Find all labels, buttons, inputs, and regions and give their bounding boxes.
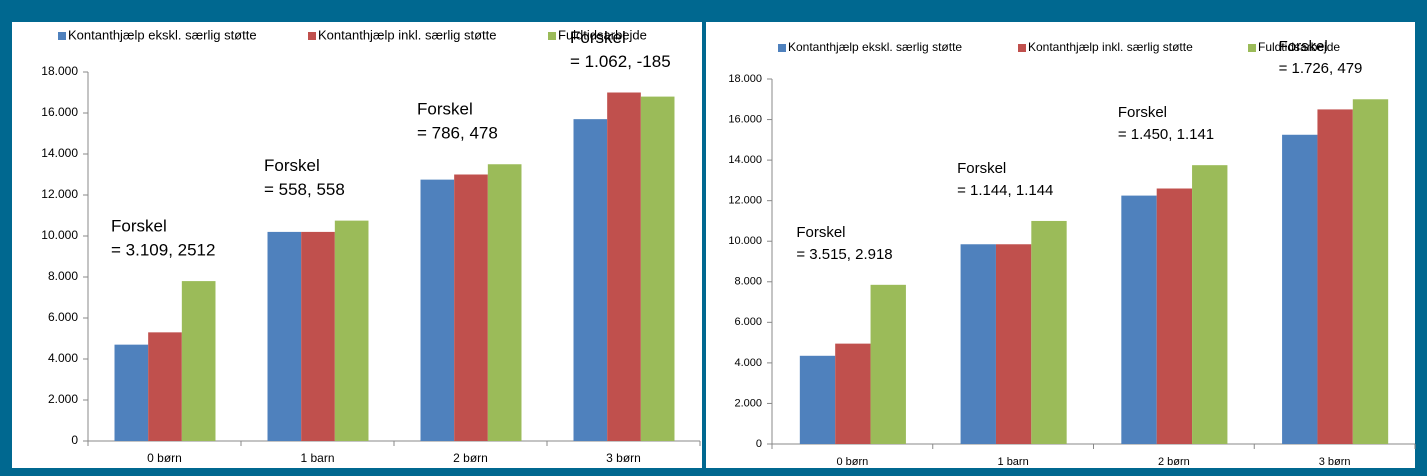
legend-swatch (1018, 44, 1026, 52)
annotation: = 1.144, 1.144 (957, 182, 1053, 199)
annotation: = 786, 478 (417, 124, 498, 143)
legend-label: Fuldtidsarbejde (558, 27, 647, 42)
bar (799, 355, 836, 444)
bar (454, 174, 488, 441)
annotation: = 3.515, 2.918 (796, 246, 892, 263)
y-tick-label: 12.000 (41, 187, 78, 201)
y-tick-label: 14.000 (728, 154, 762, 166)
y-tick-label: 16.000 (41, 105, 78, 119)
legend-swatch (778, 44, 786, 52)
bar (835, 343, 871, 444)
x-tick-label: 0 børn (836, 456, 868, 468)
annotation: Forskel (264, 156, 320, 175)
y-tick-label: 0 (71, 433, 78, 447)
legend-label: Kontanthjælp ekskl. særlig støtte (68, 27, 257, 42)
y-tick-label: 4.000 (48, 351, 78, 365)
legend-swatch (58, 32, 66, 40)
y-tick-label: 12.000 (728, 195, 762, 207)
annotation: Forskel (796, 224, 845, 241)
bar (1282, 134, 1318, 444)
legend-swatch (1248, 44, 1256, 52)
x-tick-label: 2 børn (1158, 456, 1190, 468)
x-tick-label: 1 barn (998, 456, 1029, 468)
bar (267, 231, 302, 441)
y-tick-label: 18.000 (728, 73, 762, 85)
bar (960, 244, 996, 444)
bar (1317, 109, 1353, 445)
y-tick-label: 10.000 (41, 228, 78, 242)
legend-swatch (308, 32, 316, 40)
bar (420, 179, 455, 441)
legend-label: Fuldtidsarbejde (1258, 40, 1340, 54)
x-tick-label: 3 børn (1319, 456, 1351, 468)
bar (1031, 220, 1067, 444)
x-tick-label: 2 børn (453, 451, 488, 465)
y-tick-label: 8.000 (48, 269, 78, 283)
annotation: Forskel (1118, 104, 1167, 121)
y-tick-label: 6.000 (734, 316, 762, 328)
annotation: = 558, 558 (264, 180, 345, 199)
annotation: Forskel (1279, 38, 1328, 55)
y-tick-label: 2.000 (48, 392, 78, 406)
legend-swatch (548, 32, 556, 40)
bar (607, 92, 641, 441)
bar (573, 119, 608, 442)
legend-label: Kontanthjælp inkl. særlig støtte (318, 27, 496, 42)
bar (1192, 165, 1228, 445)
bar (334, 220, 369, 441)
bar (1156, 188, 1193, 444)
annotation: Forskel (417, 100, 473, 119)
bar (1352, 99, 1389, 445)
legend-label: Kontanthjælp inkl. særlig støtte (1028, 40, 1193, 54)
y-tick-label: 14.000 (41, 146, 78, 160)
legend-label: Kontanthjælp ekskl. særlig støtte (788, 40, 962, 54)
y-tick-label: 4.000 (734, 357, 762, 369)
y-tick-label: 18.000 (41, 64, 78, 78)
y-tick-label: 0 (756, 438, 762, 450)
annotation: = 1.450, 1.141 (1118, 126, 1214, 143)
annotation: Forskel (570, 28, 626, 47)
annotation: Forskel (957, 160, 1006, 177)
annotation: Forskel (111, 217, 167, 236)
bar (995, 244, 1032, 444)
x-tick-label: 1 barn (300, 451, 334, 465)
annotation: = 1.062, -185 (570, 52, 671, 71)
y-tick-label: 2.000 (734, 397, 762, 409)
bar (181, 281, 216, 441)
x-tick-label: 0 børn (147, 451, 182, 465)
bar (301, 231, 335, 441)
bar (1121, 195, 1157, 444)
y-tick-label: 6.000 (48, 310, 78, 324)
x-tick-label: 3 børn (606, 451, 641, 465)
bar (114, 344, 149, 441)
annotation: = 3.109, 2512 (111, 241, 215, 260)
y-tick-label: 16.000 (728, 113, 762, 125)
y-tick-label: 8.000 (734, 276, 762, 288)
annotation: = 1.726, 479 (1279, 60, 1363, 77)
bar (870, 284, 906, 444)
y-tick-label: 10.000 (728, 235, 762, 247)
bar (487, 164, 522, 441)
bar (640, 96, 675, 441)
bar (148, 332, 182, 441)
